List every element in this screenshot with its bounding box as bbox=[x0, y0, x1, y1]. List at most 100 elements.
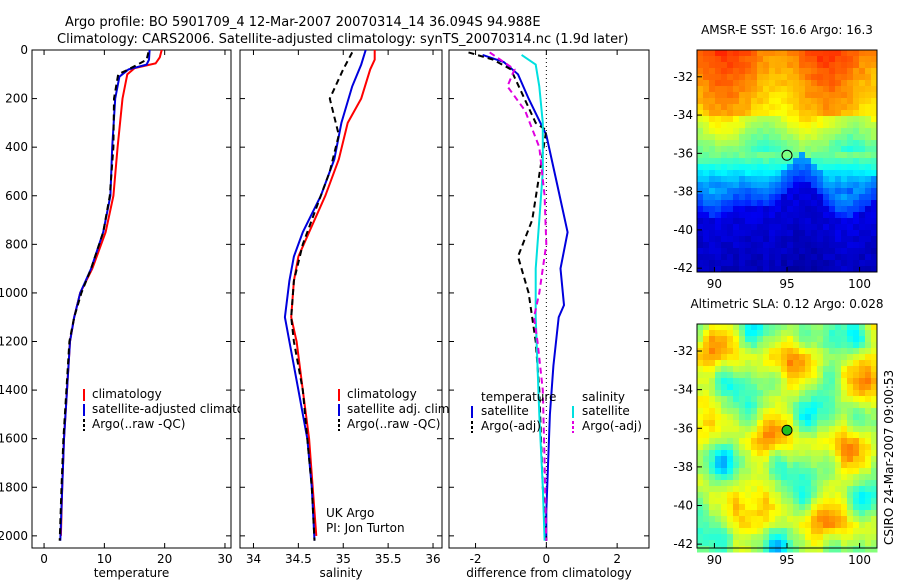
heatmap-cell bbox=[865, 492, 872, 499]
heatmap-cell bbox=[751, 504, 758, 511]
heatmap-cell bbox=[769, 104, 776, 111]
heatmap-cell bbox=[835, 468, 842, 475]
heatmap-cell bbox=[733, 80, 740, 87]
heatmap-cell bbox=[787, 68, 794, 75]
heatmap-cell bbox=[853, 414, 860, 421]
heatmap-cell bbox=[745, 224, 752, 231]
heatmap-cell bbox=[871, 68, 878, 75]
heatmap-cell bbox=[709, 540, 716, 547]
heatmap-cell bbox=[829, 134, 836, 141]
heatmap-cell bbox=[817, 480, 824, 487]
heatmap-cell bbox=[841, 56, 848, 63]
heatmap-cell bbox=[871, 266, 878, 273]
heatmap-cell bbox=[841, 134, 848, 141]
heatmap-cell bbox=[703, 354, 710, 361]
heatmap-cell bbox=[793, 342, 800, 349]
heatmap-cell bbox=[799, 170, 806, 177]
heatmap-cell bbox=[853, 218, 860, 225]
heatmap-cell bbox=[817, 354, 824, 361]
heatmap-cell bbox=[871, 110, 878, 117]
heatmap-cell bbox=[823, 444, 830, 451]
legend-label: satellite-adjusted climatology bbox=[92, 402, 270, 416]
heatmap-cell bbox=[811, 348, 818, 355]
heatmap-cell bbox=[835, 462, 842, 469]
heatmap-cell bbox=[739, 546, 746, 553]
heatmap-cell bbox=[703, 170, 710, 177]
heatmap-cell bbox=[775, 212, 782, 219]
heatmap-cell bbox=[739, 438, 746, 445]
heatmap-cell bbox=[859, 414, 866, 421]
heatmap-cell bbox=[763, 194, 770, 201]
heatmap-cell bbox=[727, 122, 734, 129]
heatmap-cell bbox=[775, 342, 782, 349]
heatmap-cell bbox=[763, 402, 770, 409]
heatmap-cell bbox=[859, 408, 866, 415]
heatmap-cell bbox=[853, 188, 860, 195]
heatmap-cell bbox=[787, 140, 794, 147]
heatmap-cell bbox=[721, 182, 728, 189]
heatmap-cell bbox=[787, 266, 794, 273]
heatmap-cell bbox=[787, 182, 794, 189]
heatmap-cell bbox=[697, 438, 704, 445]
heatmap-cell bbox=[847, 254, 854, 261]
heatmap-cell bbox=[829, 354, 836, 361]
heatmap-cell bbox=[727, 384, 734, 391]
heatmap-cell bbox=[865, 372, 872, 379]
x-tick-label: 34.5 bbox=[285, 552, 312, 566]
heatmap-cell bbox=[721, 170, 728, 177]
heatmap-cell bbox=[817, 342, 824, 349]
heatmap-cell bbox=[739, 480, 746, 487]
heatmap-cell bbox=[763, 236, 770, 243]
heatmap-cell bbox=[751, 522, 758, 529]
heatmap-cell bbox=[763, 354, 770, 361]
heatmap-cell bbox=[853, 170, 860, 177]
heatmap-cell bbox=[853, 468, 860, 475]
heatmap-cell bbox=[829, 110, 836, 117]
heatmap-cell bbox=[781, 456, 788, 463]
heatmap-cell bbox=[775, 260, 782, 267]
heatmap-cell bbox=[745, 468, 752, 475]
heatmap-cell bbox=[733, 384, 740, 391]
y-tick-label: 1200 bbox=[0, 335, 28, 349]
heatmap-cell bbox=[739, 158, 746, 165]
heatmap-cell bbox=[775, 74, 782, 81]
heatmap-cell bbox=[727, 348, 734, 355]
heatmap-cell bbox=[727, 540, 734, 547]
heatmap-cell bbox=[859, 242, 866, 249]
heatmap-cell bbox=[739, 242, 746, 249]
heatmap-cell bbox=[841, 206, 848, 213]
heatmap-cell bbox=[727, 336, 734, 343]
heatmap-cell bbox=[823, 360, 830, 367]
heatmap-cell bbox=[805, 62, 812, 69]
heatmap-cell bbox=[739, 266, 746, 273]
y-tick-label: -40 bbox=[673, 499, 693, 513]
heatmap-cell bbox=[697, 158, 704, 165]
heatmap-cell bbox=[853, 80, 860, 87]
heatmap-cell bbox=[715, 420, 722, 427]
heatmap-cell bbox=[823, 248, 830, 255]
heatmap-cell bbox=[799, 68, 806, 75]
heatmap-cell bbox=[757, 450, 764, 457]
heatmap-cell bbox=[727, 128, 734, 135]
heatmap-cell bbox=[859, 266, 866, 273]
heatmap-cell bbox=[835, 194, 842, 201]
heatmap-cell bbox=[829, 438, 836, 445]
heatmap-cell bbox=[805, 324, 812, 331]
heatmap-cell bbox=[823, 432, 830, 439]
heatmap-cell bbox=[847, 242, 854, 249]
heatmap-cell bbox=[703, 206, 710, 213]
heatmap-cell bbox=[769, 92, 776, 99]
heatmap-cell bbox=[787, 480, 794, 487]
heatmap-cell bbox=[721, 248, 728, 255]
heatmap-cell bbox=[709, 254, 716, 261]
heatmap-cell bbox=[817, 218, 824, 225]
heatmap-cell bbox=[775, 68, 782, 75]
heatmap-cell bbox=[805, 456, 812, 463]
heatmap-cell bbox=[817, 62, 824, 69]
heatmap-cell bbox=[781, 498, 788, 505]
heatmap-cell bbox=[799, 486, 806, 493]
heatmap-cell bbox=[805, 390, 812, 397]
heatmap-cell bbox=[853, 390, 860, 397]
heatmap-cell bbox=[769, 140, 776, 147]
heatmap-cell bbox=[811, 510, 818, 517]
